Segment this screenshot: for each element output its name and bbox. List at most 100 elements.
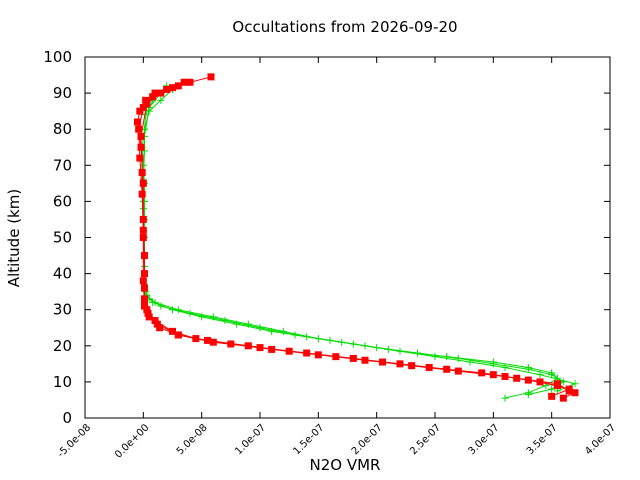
series-0-point xyxy=(157,96,165,104)
series-1-point xyxy=(169,327,176,335)
x-tick-label: 5.0e-08 xyxy=(175,422,210,457)
series-1-point xyxy=(559,394,567,402)
series-1-point xyxy=(135,125,143,133)
series-1-point xyxy=(149,93,157,101)
series-1-point xyxy=(157,89,165,97)
plot-area xyxy=(134,73,579,402)
series-1-point xyxy=(513,374,521,382)
series-0-point xyxy=(431,353,439,361)
series-1-point xyxy=(180,78,188,86)
series-1-point xyxy=(204,336,211,344)
series-1-point xyxy=(227,340,235,348)
y-tick-label: 10 xyxy=(53,373,72,391)
series-1-point xyxy=(139,277,147,285)
series-0-point xyxy=(501,363,509,371)
series-1-point xyxy=(379,358,386,366)
y-tick-label: 50 xyxy=(53,229,72,247)
series-1-point xyxy=(186,78,194,86)
series-1-profile-line xyxy=(138,81,571,397)
series-0-point xyxy=(454,354,462,362)
series-0-point xyxy=(489,360,497,368)
series-1-point xyxy=(136,154,144,162)
series-0-point xyxy=(209,313,217,321)
series-0-point xyxy=(548,385,556,393)
y-tick-label: 0 xyxy=(62,409,72,427)
series-1-point xyxy=(151,89,159,97)
series-0-point xyxy=(349,340,357,348)
series-1-point xyxy=(209,338,217,346)
series-1-point xyxy=(139,226,147,234)
series-0-point xyxy=(221,317,229,325)
series-1-point xyxy=(174,82,182,90)
series-0-profile-line xyxy=(141,89,559,399)
plot-frame xyxy=(84,56,611,419)
x-tick-label: 2.0e-07 xyxy=(350,422,385,457)
series-0-point xyxy=(314,335,322,343)
series-1-point xyxy=(139,104,147,112)
series-1-point xyxy=(142,96,150,104)
series-0-point xyxy=(151,298,159,306)
chart-title: Occultations from 2026-09-20 xyxy=(232,18,457,36)
x-tick-label: -5.0e-08 xyxy=(56,422,93,459)
y-tick-label: 90 xyxy=(53,84,72,102)
series-1-point xyxy=(571,389,579,397)
series-1-point xyxy=(554,380,561,388)
x-tick-label: 3.5e-07 xyxy=(525,422,560,457)
series-0-point xyxy=(174,306,182,314)
series-0-point xyxy=(244,320,252,328)
series-1-point xyxy=(163,85,171,93)
series-0-point xyxy=(524,365,532,373)
y-axis-title: Altitude (km) xyxy=(5,189,23,287)
series-0-point xyxy=(524,391,532,399)
series-1-point xyxy=(143,306,151,314)
series-1-point xyxy=(425,363,433,371)
series-1-point xyxy=(141,270,148,278)
series-0-point xyxy=(384,345,392,353)
series-1-point xyxy=(332,353,340,361)
y-tick-label: 70 xyxy=(53,156,72,174)
series-1-point xyxy=(268,345,276,353)
y-tick-label: 30 xyxy=(53,301,72,319)
series-1-point xyxy=(145,313,153,321)
series-1-point xyxy=(169,84,176,92)
series-0-profile-line xyxy=(142,92,577,392)
x-tick-label: 2.5e-07 xyxy=(408,422,443,457)
series-0-point xyxy=(256,324,264,332)
series-1-point xyxy=(137,132,145,140)
series-1-point xyxy=(548,392,556,400)
series-1-point xyxy=(244,342,252,350)
y-tick-label: 20 xyxy=(53,337,72,355)
series-1-point xyxy=(565,387,573,395)
series-1-point xyxy=(134,118,141,126)
series-1-point xyxy=(136,107,144,115)
series-1-point xyxy=(141,302,148,310)
series-1-point xyxy=(174,331,182,339)
series-1-point xyxy=(153,320,161,328)
series-0-point xyxy=(571,380,579,388)
series-1-point xyxy=(156,324,164,332)
x-axis-title: N2O VMR xyxy=(310,456,381,474)
series-0-point xyxy=(501,394,509,402)
y-tick-label: 80 xyxy=(53,120,72,138)
series-0-point xyxy=(279,327,287,335)
x-tick-label: 4.0e-07 xyxy=(583,422,618,457)
x-tick-label: 0.0e+00 xyxy=(113,422,151,460)
series-1-point xyxy=(285,347,293,355)
series-0-point xyxy=(548,371,556,379)
y-tick-label: 60 xyxy=(53,192,72,210)
series-1-profile-line xyxy=(136,76,577,399)
series-1-point xyxy=(138,169,146,177)
series-1-point xyxy=(454,367,462,375)
axis-ticks: 0 10 20 30 40 50 60 70 80 90 100 -5.0e-08 0.0e+00 5.0… xyxy=(43,48,618,461)
series-1-point xyxy=(536,378,544,386)
series-1-point xyxy=(139,179,147,187)
series-1-point xyxy=(141,252,148,260)
series-1-point xyxy=(207,73,215,81)
series-1-point xyxy=(478,369,486,377)
series-0-point xyxy=(536,371,544,379)
series-0-point xyxy=(466,358,474,366)
series-1 xyxy=(134,73,579,402)
series-1-point xyxy=(151,317,159,325)
x-tick-label: 1.5e-07 xyxy=(292,422,327,457)
